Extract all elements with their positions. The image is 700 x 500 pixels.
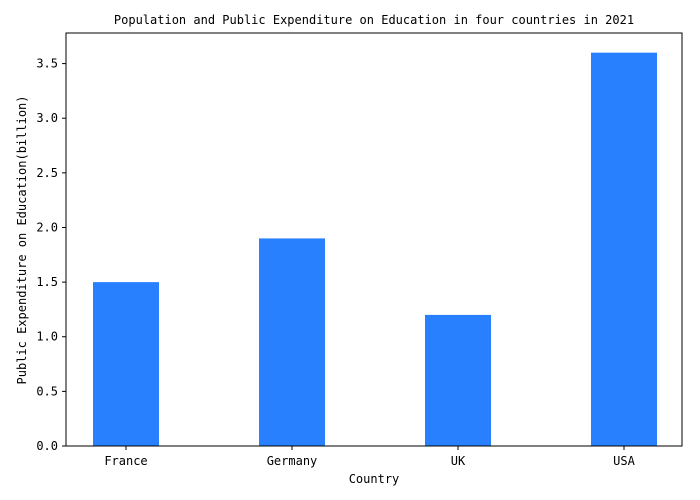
bar-france	[93, 282, 159, 446]
x-tick-label: UK	[451, 454, 466, 468]
y-tick-label: 3.5	[36, 57, 58, 71]
chart-title: Population and Public Expenditure on Edu…	[114, 13, 634, 27]
plot-frame	[65, 32, 683, 447]
x-axis-label: Country	[349, 472, 400, 486]
y-tick-label: 0.5	[36, 384, 58, 398]
bar-usa	[591, 52, 657, 447]
bar-germany	[259, 238, 325, 446]
y-tick-label: 3.0	[36, 111, 58, 125]
bar-uk	[425, 314, 491, 446]
x-tick-label: France	[104, 454, 147, 468]
y-tick-label: 2.5	[36, 166, 58, 180]
bars-layer	[93, 52, 657, 447]
x-tick-label: USA	[613, 454, 635, 468]
y-axis-label: Public Expenditure on Education(billion)	[15, 96, 29, 385]
ticks-layer: France Germany UK USA 0.0 0.5 1.0 1.5 2.0 2.5 3.0 3…	[36, 57, 635, 468]
y-tick-label: 1.0	[36, 330, 58, 344]
x-tick-label: Germany	[267, 454, 318, 468]
y-tick-label: 0.0	[36, 439, 58, 453]
y-tick-label: 1.5	[36, 275, 58, 289]
y-tick-label: 2.0	[36, 220, 58, 234]
